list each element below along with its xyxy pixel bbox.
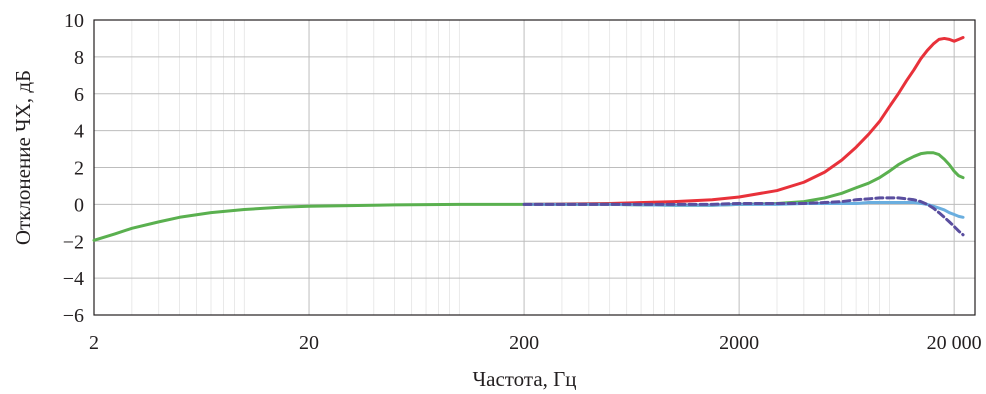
y-tick-label: −2 xyxy=(63,231,84,253)
x-tick-label: 20 xyxy=(299,332,319,354)
y-tick-labels: −6 −4 −2 0 2 4 6 8 10 xyxy=(63,10,84,327)
major-gridlines xyxy=(93,20,975,315)
x-tick-label: 2 xyxy=(89,332,99,354)
x-axis-title: Частота, Гц xyxy=(472,367,576,391)
y-tick-label: −6 xyxy=(63,305,84,327)
series-line-4 xyxy=(522,196,965,237)
y-tick-label: 0 xyxy=(74,194,84,216)
y-tick-label: 4 xyxy=(74,121,84,143)
x-tick-label: 2000 xyxy=(719,332,759,354)
series-line-1 xyxy=(522,36,965,206)
y-tick-label: 6 xyxy=(74,84,84,106)
y-tick-label: 10 xyxy=(64,10,84,32)
y-axis-title: Отклонение ЧХ, дБ xyxy=(11,70,35,245)
x-tick-labels: 2 20 200 2000 20 000 xyxy=(89,332,982,354)
x-tick-label: 20 000 xyxy=(927,332,982,354)
y-tick-label: 8 xyxy=(74,47,84,69)
y-tick-label: −4 xyxy=(63,268,84,290)
x-tick-label: 200 xyxy=(509,332,539,354)
plot-frame xyxy=(93,19,976,316)
series-line-2 xyxy=(92,151,965,242)
series-layer xyxy=(92,36,965,242)
y-tick-label: 2 xyxy=(74,158,84,180)
